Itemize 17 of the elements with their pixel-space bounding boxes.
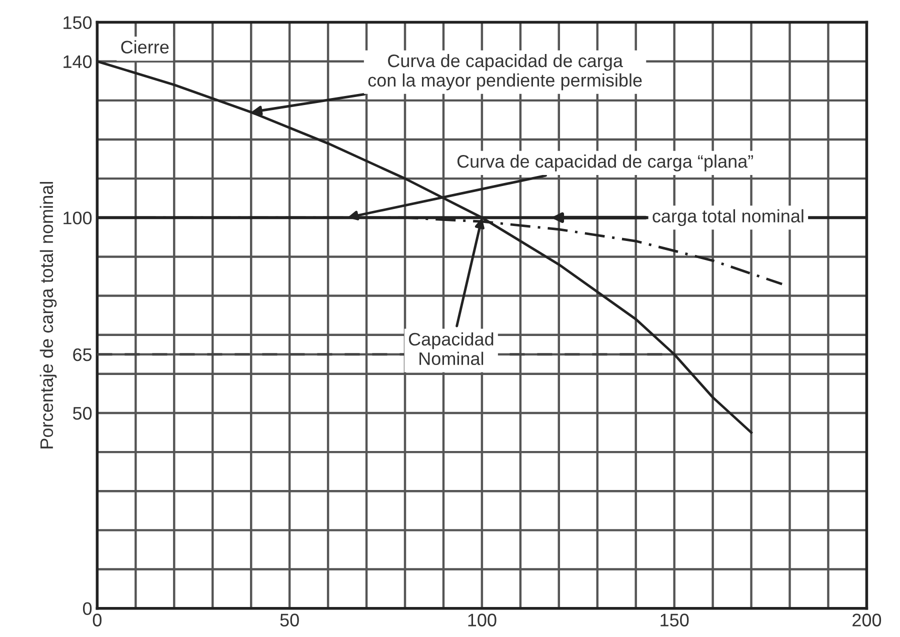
y-tick-label: 150 xyxy=(64,16,92,30)
y-tick-label: 0 xyxy=(83,602,92,616)
ref-line-label: carga total nominal xyxy=(652,209,804,226)
annotation: Curva de capacidad de carga con la mayor pendiente permisible xyxy=(368,54,642,90)
y-tick-label: 65 xyxy=(73,348,92,362)
x-tick-label: 0 xyxy=(92,614,102,626)
y-tick-label: 100 xyxy=(64,212,92,224)
y-axis-title: Porcentaje de carga total nominal xyxy=(40,182,57,448)
annotation: Curva de capacidad de carga “plana” xyxy=(457,154,753,172)
y-tick-label: 140 xyxy=(64,55,92,68)
x-tick-label: 100 xyxy=(468,614,496,626)
annotation: Capacidad Nominal xyxy=(408,332,494,366)
x-tick-label: 200 xyxy=(852,614,882,626)
x-tick-label: 50 xyxy=(280,614,299,626)
annotation: Cierre xyxy=(121,40,169,54)
x-tick-label: 150 xyxy=(660,614,689,626)
y-tick-label: 50 xyxy=(72,406,92,420)
